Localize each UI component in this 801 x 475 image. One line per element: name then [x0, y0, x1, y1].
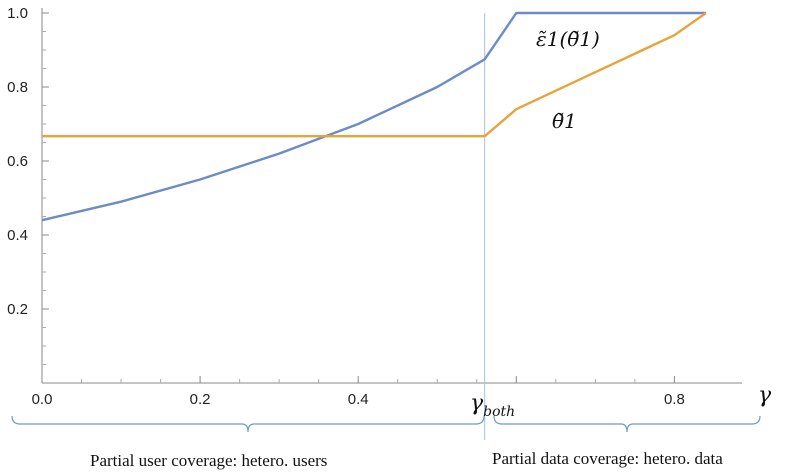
- series-group: [41, 11, 707, 222]
- x-tick-label: 0.0: [32, 391, 53, 408]
- region-brace-data: [493, 415, 761, 433]
- vline-label: γboth: [470, 391, 515, 420]
- vline-label-main: γ: [470, 391, 484, 416]
- series-line-1: [42, 12, 707, 138]
- y-tick-label: 1.0: [7, 5, 28, 22]
- annotation-epsilon: ε̃1(θ̃1): [536, 27, 600, 51]
- region-label-data: Partial data coverage: hetero. data: [492, 449, 723, 468]
- y-tick-label: 0.4: [7, 227, 28, 244]
- vline-label-sub: both: [483, 404, 515, 420]
- series-line-0: [41, 11, 706, 222]
- y-tick-label: 0.2: [7, 301, 28, 318]
- annotation-theta: θ̃1: [552, 109, 577, 133]
- y-tick-label: 0.8: [7, 79, 28, 96]
- region-label-user: Partial user coverage: hetero. users: [90, 451, 327, 470]
- region-brace-user: [11, 415, 485, 433]
- x-tick-label: 0.2: [190, 391, 211, 408]
- labels-group: γ γboth ε̃1(θ̃1) θ̃1 Partial user covera…: [7, 5, 772, 470]
- x-axis-title: γ: [758, 383, 772, 408]
- y-tick-label: 0.6: [7, 153, 28, 170]
- axes: [11, 8, 761, 440]
- x-tick-label: 0.8: [664, 391, 685, 408]
- x-tick-label: 0.4: [348, 391, 369, 408]
